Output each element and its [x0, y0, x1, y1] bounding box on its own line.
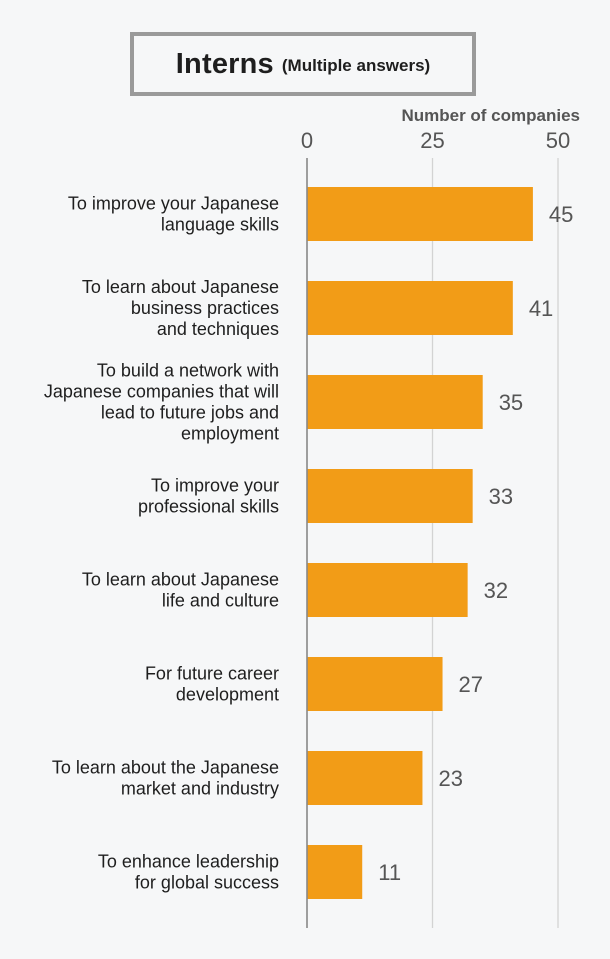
data-label-3: 35 [499, 390, 523, 415]
x-tick-label-0: 0 [301, 128, 313, 153]
bar-7 [307, 751, 423, 805]
data-label-5: 32 [484, 578, 508, 603]
category-label-1: To improve your Japanese language skills [68, 194, 279, 235]
category-label-5: To learn about Japanese life and culture [82, 570, 279, 611]
category-label-6: For future career development [145, 664, 279, 705]
x-axis-label: Number of companies [401, 106, 580, 125]
category-labels: To improve your Japanese language skills T… [44, 194, 279, 893]
category-label-4: To improve your professional skills [138, 476, 279, 517]
data-label-7: 23 [438, 766, 462, 791]
grid-lines [431, 158, 559, 928]
x-tick-label-25: 25 [420, 128, 444, 153]
bars [307, 187, 533, 899]
chart-title-box: Interns (Multiple answers) [130, 32, 476, 96]
bar-1 [307, 187, 533, 241]
chart-title: Interns [175, 47, 274, 80]
bar-6 [307, 657, 443, 711]
bar-2 [307, 281, 513, 335]
category-label-8: To enhance leadership for global success [98, 852, 279, 893]
data-label-4: 33 [489, 484, 513, 509]
data-label-8: 11 [378, 860, 401, 885]
bar-4 [307, 469, 473, 523]
x-tick-label-50: 50 [546, 128, 570, 153]
bar-5 [307, 563, 468, 617]
category-label-3: To build a network with Japanese companie… [44, 361, 279, 444]
data-label-6: 27 [459, 672, 483, 697]
data-label-2: 41 [529, 296, 553, 321]
category-label-2: To learn about Japanese business practice… [82, 277, 279, 339]
data-label-1: 45 [549, 202, 573, 227]
data-labels: 45 41 35 33 32 27 23 11 [378, 202, 573, 885]
category-label-7: To learn about the Japanese market and in… [52, 758, 279, 799]
bar-3 [307, 375, 483, 429]
x-tick-labels: 0 25 50 [301, 128, 570, 153]
chart-subtitle: (Multiple answers) [281, 56, 431, 75]
bar-8 [307, 845, 363, 899]
